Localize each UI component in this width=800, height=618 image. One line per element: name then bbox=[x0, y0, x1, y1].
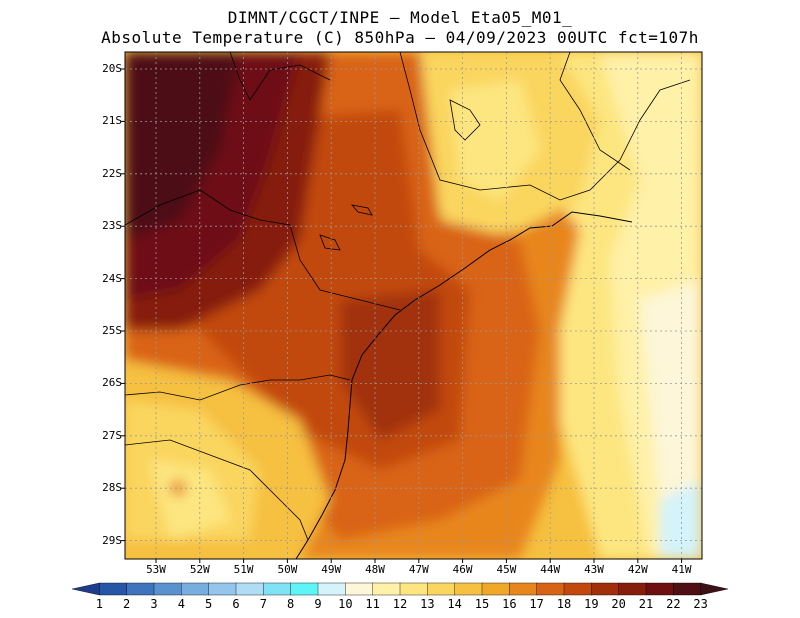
lon-label: 51W bbox=[233, 563, 254, 576]
colorbar-swatch bbox=[509, 582, 538, 596]
lat-label: 29S bbox=[102, 533, 122, 547]
lat-label: 23S bbox=[102, 219, 122, 233]
colorbar-label: 11 bbox=[365, 597, 380, 611]
lon-label: 46W bbox=[452, 563, 473, 576]
colorbar-swatch bbox=[645, 582, 675, 596]
lon-label: 50W bbox=[277, 563, 298, 576]
colorbar-label: 12 bbox=[392, 597, 408, 611]
colorbar bbox=[71, 582, 729, 596]
plot-frame bbox=[124, 51, 703, 560]
colorbar-swatch bbox=[208, 582, 237, 596]
colorbar-swatch bbox=[481, 582, 511, 596]
lon-label: 45W bbox=[496, 563, 517, 576]
lat-label: 20S bbox=[102, 62, 122, 75]
coastline bbox=[295, 211, 633, 559]
colorbar-label: 23 bbox=[693, 597, 708, 611]
colorbar-swatch bbox=[700, 582, 729, 596]
lat-label: 26S bbox=[102, 376, 122, 390]
title-line-1: DIMNT/CGCT/INPE – Model Eta05_M01_ bbox=[227, 8, 573, 27]
colorbar-swatch bbox=[263, 582, 292, 596]
colorbar-swatch bbox=[71, 582, 100, 596]
lon-label: 52W bbox=[189, 563, 210, 576]
lon-label: 48W bbox=[365, 563, 385, 576]
lat-label: 28S bbox=[102, 481, 122, 495]
colorbar-label: 2 bbox=[123, 597, 131, 611]
colorbar-swatch bbox=[618, 582, 647, 596]
colorbar-swatch bbox=[181, 582, 210, 596]
colorbar-label: 19 bbox=[584, 597, 599, 611]
lon-label: 44W bbox=[540, 563, 561, 576]
colorbar-swatch bbox=[591, 582, 620, 596]
colorbar-label: 1 bbox=[95, 597, 103, 611]
colorbar-swatch bbox=[99, 582, 128, 596]
lat-label: 24S bbox=[102, 271, 122, 285]
colorbar-label: 13 bbox=[420, 597, 435, 611]
colorbar-label: 14 bbox=[447, 597, 462, 611]
colorbar-label: 8 bbox=[287, 597, 295, 611]
colorbar-swatch bbox=[399, 582, 429, 596]
colorbar-label: 4 bbox=[177, 597, 185, 611]
colorbar-swatch bbox=[126, 582, 155, 596]
colorbar-swatch bbox=[372, 582, 401, 596]
lat-label: 21S bbox=[102, 114, 122, 128]
colorbar-label: 5 bbox=[205, 597, 213, 611]
colorbar-label: 6 bbox=[232, 597, 240, 611]
lat-label: 25S bbox=[102, 324, 122, 337]
lon-label: 53W bbox=[146, 563, 166, 576]
lon-label: 43W bbox=[584, 563, 604, 576]
colorbar-label: 21 bbox=[638, 597, 654, 611]
colorbar-swatch bbox=[290, 582, 319, 596]
colorbar-label: 7 bbox=[259, 597, 267, 611]
colorbar-swatch bbox=[427, 582, 456, 596]
lon-label: 42W bbox=[627, 563, 648, 576]
colorbar-swatch bbox=[153, 582, 183, 596]
colorbar-label: 15 bbox=[474, 597, 490, 611]
lat-label: 22S bbox=[102, 166, 122, 180]
colorbar-swatch bbox=[317, 582, 347, 596]
lat-lon-grid bbox=[125, 52, 702, 559]
colorbar-label: 9 bbox=[314, 597, 322, 611]
colorbar-label: 20 bbox=[611, 597, 626, 611]
colorbar-label: 22 bbox=[666, 597, 681, 611]
colorbar-label: 3 bbox=[150, 597, 158, 611]
lon-label: 47W bbox=[408, 563, 429, 576]
colorbar-swatch bbox=[454, 582, 483, 596]
lat-label: 27S bbox=[102, 428, 122, 442]
colorbar-swatch bbox=[673, 582, 702, 596]
colorbar-swatch bbox=[235, 582, 265, 596]
colorbar-label: 18 bbox=[556, 597, 572, 611]
colorbar-label: 17 bbox=[529, 597, 544, 611]
lon-label: 49W bbox=[321, 563, 342, 576]
lon-label: 41W bbox=[671, 563, 692, 576]
temperature-field bbox=[125, 52, 702, 559]
colorbar-swatch bbox=[563, 582, 593, 596]
colorbar-swatch bbox=[345, 582, 374, 596]
colorbar-label: 10 bbox=[338, 597, 353, 611]
colorbar-swatch bbox=[536, 582, 565, 596]
colorbar-label: 16 bbox=[502, 597, 517, 611]
title-line-2: Absolute Temperature (C) 850hPa – 04/09/… bbox=[101, 28, 699, 47]
